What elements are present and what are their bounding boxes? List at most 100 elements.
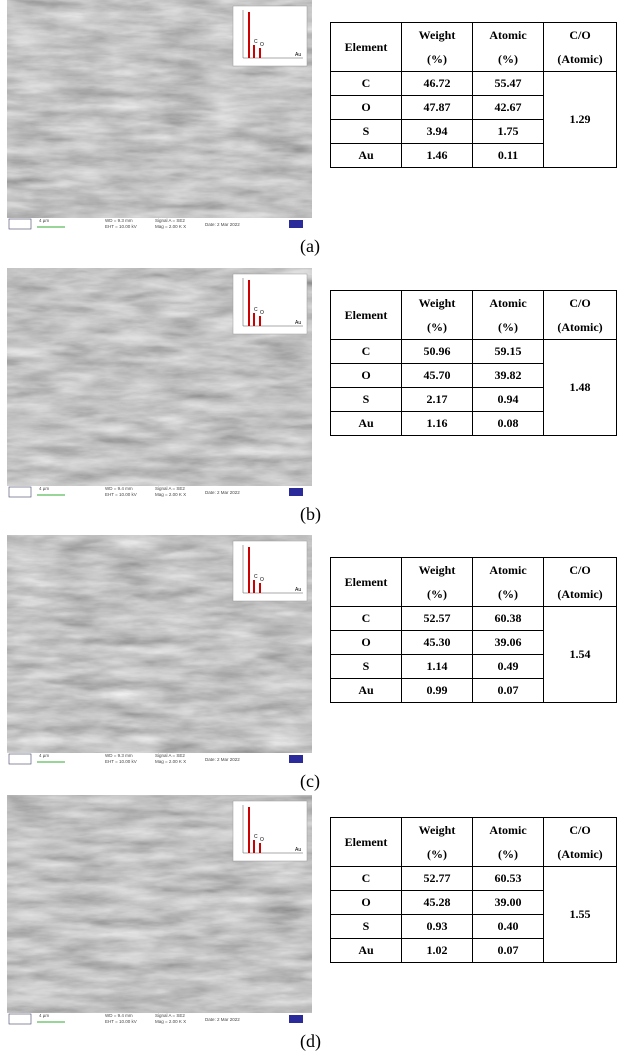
cell: 60.53 (473, 867, 544, 891)
header-text: Element (331, 35, 401, 59)
ratio-cell: 1.55 (544, 867, 617, 963)
info-text: Date: 2 Mar 2022 (205, 222, 240, 227)
peak-label: Au (295, 847, 301, 853)
header-text: Weight (402, 558, 472, 582)
scale-label: 4 µm (39, 1013, 49, 1018)
header-cell: C/O(Atomic) (544, 558, 617, 607)
logo (289, 488, 303, 496)
header-cell: Element (331, 23, 402, 72)
cell: 55.47 (473, 72, 544, 96)
cell: O (331, 364, 402, 388)
header-text: Atomic (473, 818, 543, 842)
header-text: C/O (544, 23, 616, 47)
info-text: Signal A = SE2 (155, 486, 185, 491)
peak-label: O (260, 577, 264, 583)
info-text: Signal A = SE2 (155, 1013, 185, 1018)
header-text: (%) (402, 47, 472, 71)
sem-image: C O Au 4 µm WD = 9.4 mm EHT = 10.00 kV S… (7, 268, 312, 498)
header-row: ElementWeight(%)Atomic(%)C/O(Atomic) (331, 291, 617, 340)
row: C52.5760.381.54 (331, 607, 617, 631)
cell: Au (331, 939, 402, 963)
info-text: Signal A = SE2 (155, 218, 185, 223)
spectrum-inset: C O Au (233, 801, 307, 861)
scale-label: 4 µm (39, 218, 49, 223)
info-text: WD = 9.4 mm (105, 486, 133, 491)
info-text: WD = 9.4 mm (105, 1013, 133, 1018)
header-cell: C/O(Atomic) (544, 818, 617, 867)
header-cell: Weight(%) (402, 291, 473, 340)
cell: C (331, 72, 402, 96)
ratio-cell: 1.29 (544, 72, 617, 168)
peak-label: Au (295, 320, 301, 326)
cell: 1.02 (402, 939, 473, 963)
cell: 39.00 (473, 891, 544, 915)
info-text: Mag = 2.00 K X (155, 759, 186, 764)
info-text: Mag = 2.00 K X (155, 224, 186, 229)
peak-label: C (254, 307, 258, 313)
info-text: Mag = 2.00 K X (155, 492, 186, 497)
cell: 60.38 (473, 607, 544, 631)
peak-label: Au (295, 587, 301, 593)
composition-table: ElementWeight(%)Atomic(%)C/O(Atomic)C50.… (330, 290, 617, 436)
header-text: Atomic (473, 558, 543, 582)
caption: (c) (300, 771, 320, 792)
header-cell: Weight(%) (402, 558, 473, 607)
cell: O (331, 631, 402, 655)
cell: 45.30 (402, 631, 473, 655)
header-text: (Atomic) (544, 582, 616, 606)
header-text: C/O (544, 818, 616, 842)
cell: 52.77 (402, 867, 473, 891)
cell: 47.87 (402, 96, 473, 120)
header-text: Element (331, 570, 401, 594)
panel: C O Au 4 µm WD = 9.3 mm EHT = 10.00 kV S… (0, 0, 619, 265)
cell: 1.75 (473, 120, 544, 144)
info-text: EHT = 10.00 kV (105, 492, 137, 497)
peak-label: Au (295, 52, 301, 58)
cell: 39.82 (473, 364, 544, 388)
logo (289, 220, 303, 228)
ratio-cell: 1.54 (544, 607, 617, 703)
cell: O (331, 891, 402, 915)
info-text: Mag = 2.00 K X (155, 1019, 186, 1024)
header-cell: Atomic(%) (473, 23, 544, 72)
cell: S (331, 120, 402, 144)
header-cell: Weight(%) (402, 818, 473, 867)
sem-image: C O Au 4 µm WD = 9.4 mm EHT = 10.00 kV S… (7, 795, 312, 1025)
header-text: (%) (473, 47, 543, 71)
cell: 0.08 (473, 412, 544, 436)
info-text: WD = 9.3 mm (105, 753, 133, 758)
cell: 0.94 (473, 388, 544, 412)
cell: 0.11 (473, 144, 544, 168)
peak-label: O (260, 310, 264, 316)
info-text: EHT = 10.00 kV (105, 759, 137, 764)
logo (9, 1014, 31, 1024)
cell: 0.49 (473, 655, 544, 679)
cell: 1.46 (402, 144, 473, 168)
cell: 0.40 (473, 915, 544, 939)
header-cell: Element (331, 818, 402, 867)
sem-image: C O Au 4 µm WD = 9.3 mm EHT = 10.00 kV S… (7, 0, 312, 230)
cell: 3.94 (402, 120, 473, 144)
header-cell: Element (331, 291, 402, 340)
peak-label: C (254, 39, 258, 45)
header-text: (Atomic) (544, 315, 616, 339)
logo (9, 487, 31, 497)
ratio-cell: 1.48 (544, 340, 617, 436)
header-cell: Weight(%) (402, 23, 473, 72)
info-text: EHT = 10.00 kV (105, 1019, 137, 1024)
header-cell: C/O(Atomic) (544, 291, 617, 340)
panel: C O Au 4 µm WD = 9.4 mm EHT = 10.00 kV S… (0, 268, 619, 533)
header-text: (%) (473, 582, 543, 606)
header-text: (%) (402, 315, 472, 339)
cell: S (331, 655, 402, 679)
logo (289, 755, 303, 763)
cell: Au (331, 412, 402, 436)
cell: S (331, 388, 402, 412)
header-text: (Atomic) (544, 47, 616, 71)
panel: C O Au 4 µm WD = 9.4 mm EHT = 10.00 kV S… (0, 795, 619, 1060)
page: {"panels":[ {"caption":"(a)","image":{"s… (0, 0, 619, 1055)
